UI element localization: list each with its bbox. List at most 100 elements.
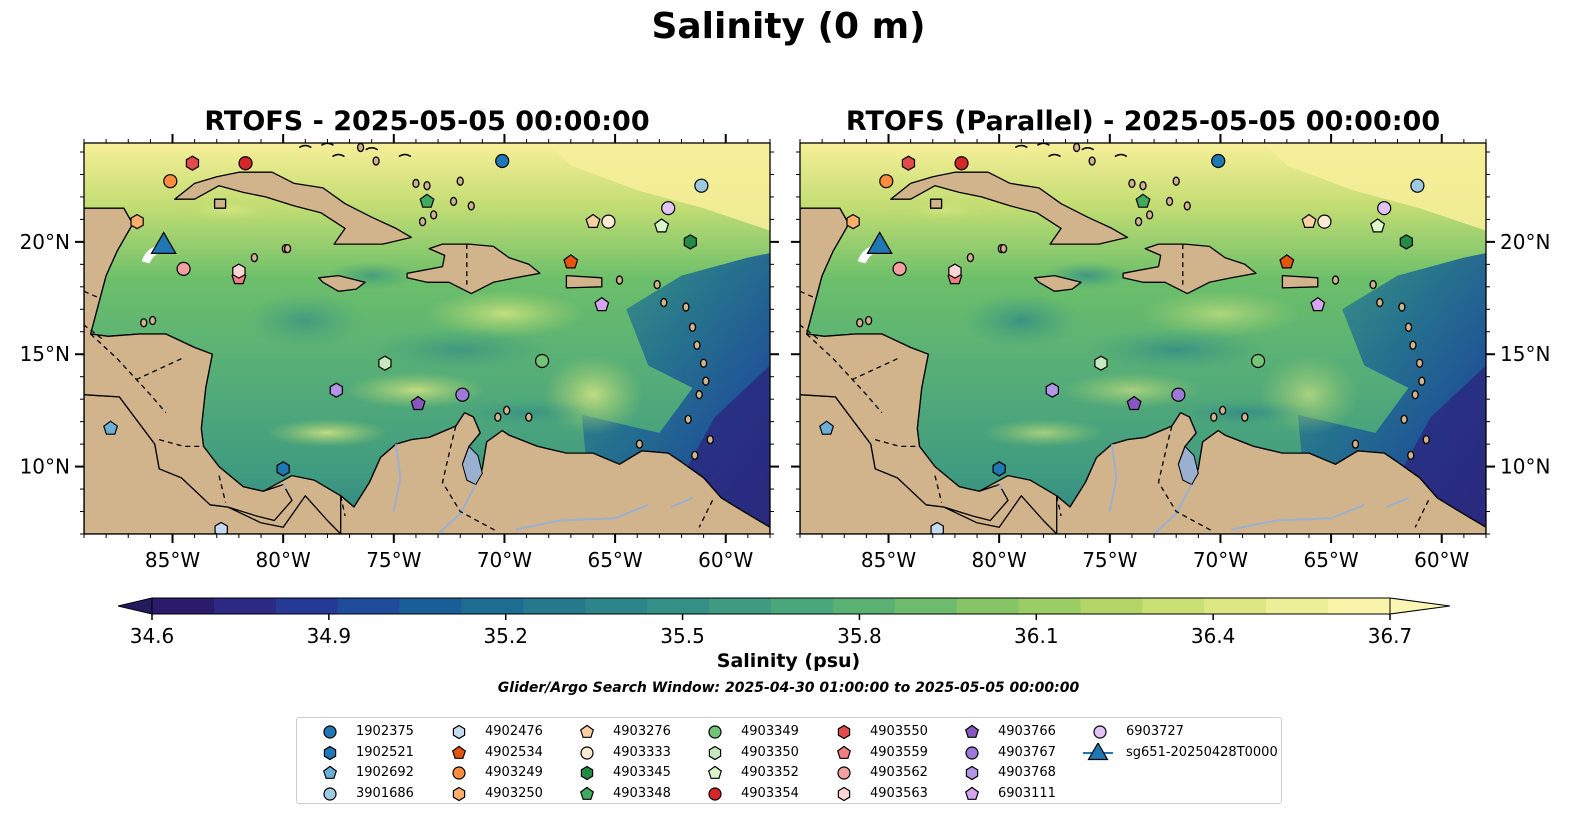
float-legend-icon [708,725,722,739]
river [1386,497,1409,508]
small-island [688,322,697,332]
land-central-america [800,207,1009,522]
x-tick-label: 60°W [698,548,753,572]
land-puerto-rico [1281,274,1319,289]
small-island [702,376,710,386]
float-marker-4903563 [948,263,962,279]
legend-label: 4903563 [870,785,928,801]
y-tick-label: 10°N [1500,455,1550,479]
small-island [1422,434,1430,445]
float-legend-marker [708,745,722,760]
float-legend-marker [323,725,337,739]
float-legend-icon [451,745,467,759]
high-salinity-corner [1264,143,1486,231]
colorbar-tick-label: 36.4 [1191,624,1236,648]
legend-label: 4903768 [998,765,1056,780]
colorbar-segment [1266,598,1329,614]
legend-label: 4902476 [485,724,543,739]
colorbar-segment [1018,598,1082,614]
small-island [1376,297,1384,308]
small-island [856,318,864,328]
legend-label: 4903349 [741,724,799,739]
small-island [1404,322,1413,332]
x-tick-label: 75°W [1082,548,1137,572]
panel-title-rtofs: RTOFS - 2025-05-05 00:00:00 [204,106,650,137]
small-island [423,181,431,191]
small-island [1407,450,1415,461]
float-marker-1902375 [1211,153,1226,169]
colorbar-label: Salinity (psu) [716,650,861,672]
country-border [90,333,167,414]
colorbar-segment [399,598,463,614]
country-border [806,333,883,414]
x-tick-label: 60°W [1414,548,1469,572]
float-legend-marker [452,766,466,780]
small-island [615,275,624,285]
float-marker-4903562 [892,261,907,276]
river [282,484,287,490]
land-south-america [340,412,770,534]
small-island [1219,405,1227,416]
legend-label: 4903550 [870,724,928,739]
float-legend-marker [837,786,851,801]
search-window-note: Glider/Argo Search Window: 2025-04-30 01… [497,680,1080,696]
country-border [934,475,943,503]
land-cuba [174,171,413,245]
legend-label: 1902375 [356,724,414,739]
legend-label: 4903345 [613,765,671,780]
salty-patch [267,418,388,447]
country-border [1056,495,1062,517]
small-island [1088,156,1096,166]
small-island [1183,201,1191,211]
colorbar-segment [832,598,896,614]
colorbar-segment [894,598,958,614]
land-jamaica [317,274,366,292]
country-border [1274,533,1276,534]
bahamas-coast [1081,146,1095,151]
country-border [800,324,819,340]
float-marker-4902534 [1279,254,1295,269]
small-island [1400,414,1408,425]
y-tick-label: 20°N [20,230,70,254]
small-island [1139,181,1147,191]
small-island [1145,210,1154,220]
small-island [693,340,701,350]
salty-patch [1061,372,1202,409]
float-marker-4903345 [683,234,698,250]
float-legend-icon [707,765,723,779]
float-legend-icon [580,765,594,781]
float-marker-4903333 [1317,214,1332,229]
float-legend-icon [836,745,852,759]
colorbar-segment [647,598,710,614]
float-legend-icon [964,724,980,738]
land-south-america [1056,412,1486,534]
float-marker-6903727 [661,201,676,216]
float-legend-icon [323,725,337,739]
small-island [1241,412,1249,422]
float-legend-marker [964,724,980,738]
bahamas-coast [398,153,412,158]
land-hispaniola [1122,243,1257,295]
legend-label: 1902692 [356,765,414,780]
salty-patch [424,289,585,338]
fresh-patch [456,398,597,427]
small-island [1331,275,1340,285]
small-island [1415,358,1424,368]
x-tick-label: 70°W [477,548,532,572]
colorbar-segment [337,598,401,614]
small-island [418,216,427,227]
float-legend-marker [322,765,338,779]
glider-marker [150,231,177,254]
country-border [340,495,346,517]
bahamas-coast [298,144,312,149]
float-legend-marker [580,765,594,781]
salty-patch [172,196,283,225]
small-island [684,414,692,425]
colorbar-segment [1142,598,1205,614]
colorbar-segment [709,598,772,614]
y-tick-label: 10°N [20,455,70,479]
float-legend-marker [323,745,337,760]
float-marker-4903333 [601,214,616,229]
x-tick-label: 80°W [256,548,311,572]
bahamas-coast [1014,144,1028,149]
